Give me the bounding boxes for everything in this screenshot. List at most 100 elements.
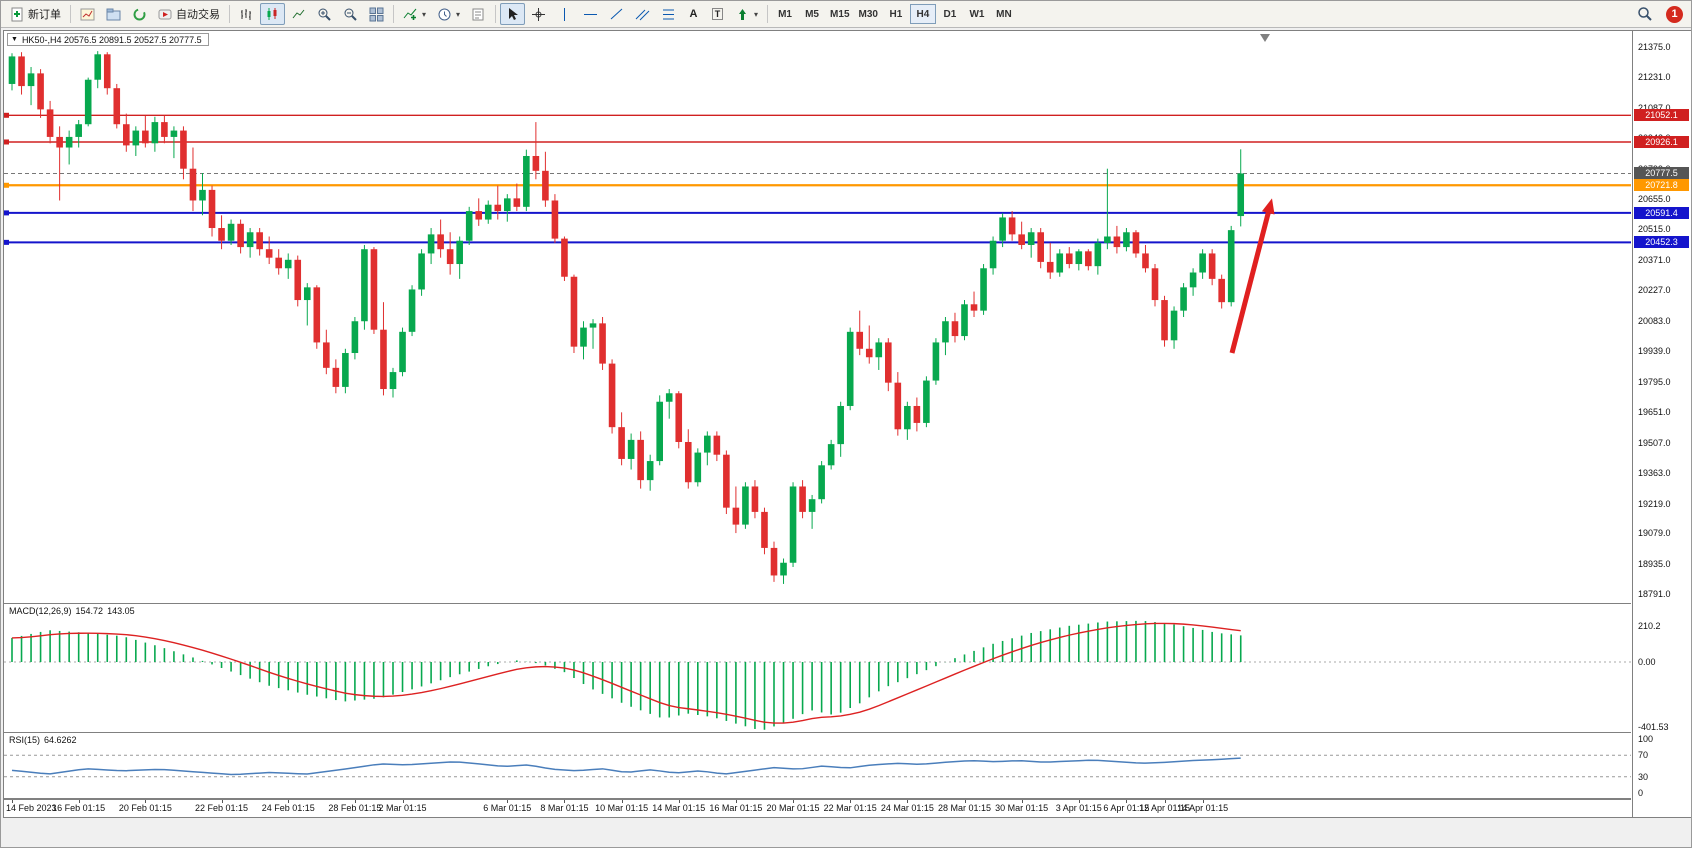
- community-button[interactable]: [127, 3, 152, 25]
- line-chart-button[interactable]: [286, 3, 311, 25]
- candle: [561, 238, 568, 277]
- candle: [875, 342, 883, 358]
- timeframe-H4[interactable]: H4: [909, 4, 936, 24]
- trend-arrow[interactable]: [1229, 212, 1271, 354]
- time-axis-label: 12 Apr 01:15: [1138, 803, 1191, 813]
- candle: [46, 109, 54, 137]
- crosshair-tool-button[interactable]: [526, 3, 551, 25]
- candle: [932, 342, 940, 381]
- level-anchor-icon: [4, 210, 9, 216]
- candle: [103, 54, 111, 89]
- price-axis-tick: 20083.0: [1638, 315, 1671, 326]
- candle: [237, 223, 244, 248]
- profiles-icon: [106, 7, 121, 22]
- level-anchor-icon: [4, 112, 9, 118]
- profiles-button[interactable]: [101, 3, 126, 25]
- search-button[interactable]: [1632, 3, 1658, 25]
- candle: [580, 327, 587, 347]
- candle: [151, 122, 159, 144]
- label-tool-button[interactable]: T: [706, 3, 729, 25]
- candle: [323, 342, 330, 368]
- candle: [551, 200, 559, 239]
- candle: [1142, 253, 1149, 269]
- new-order-button[interactable]: 新订单: [5, 3, 66, 25]
- chart-header[interactable]: ▼ HK50-,H4 20576.5 20891.5 20527.5 20777…: [7, 33, 209, 46]
- time-axis[interactable]: 14 Feb 2023 16 Feb 01:15 20 Feb 01:15 22 Fe…: [4, 799, 1631, 817]
- templates-button[interactable]: [466, 3, 491, 25]
- arrows-tool-button[interactable]: ▾: [730, 3, 763, 25]
- candle: [885, 342, 892, 383]
- candle: [827, 444, 835, 466]
- candle: [618, 427, 625, 459]
- candles-chart-button[interactable]: [260, 3, 285, 25]
- tile-windows-button[interactable]: [364, 3, 389, 25]
- candle: [970, 304, 978, 311]
- timeframe-M1[interactable]: M1: [772, 4, 798, 24]
- candle: [275, 257, 282, 269]
- price-axis-tick: 18935.0: [1638, 558, 1671, 569]
- candle: [65, 136, 73, 148]
- candle: [780, 562, 787, 576]
- zoom-out-button[interactable]: [338, 3, 363, 25]
- cursor-tool-button[interactable]: [500, 3, 526, 25]
- candle: [923, 380, 930, 423]
- timeframe-M30[interactable]: M30: [855, 4, 882, 24]
- timeframe-D1[interactable]: D1: [937, 4, 963, 24]
- new-chart-icon: [80, 7, 95, 22]
- candle: [437, 234, 444, 250]
- candle: [523, 155, 530, 207]
- time-axis-label: 16 Feb 01:15: [52, 803, 106, 813]
- notification-badge[interactable]: 1: [1666, 5, 1683, 23]
- candle: [846, 331, 854, 406]
- timeframe-M15[interactable]: M15: [826, 4, 853, 24]
- candle: [989, 240, 997, 269]
- chevron-down-icon: ▾: [456, 9, 461, 19]
- timeframe-M5[interactable]: M5: [799, 4, 825, 24]
- bars-chart-button[interactable]: [234, 3, 259, 25]
- candle: [742, 486, 749, 525]
- candle: [1046, 261, 1054, 273]
- rsi-axis-tick: 70: [1638, 750, 1649, 761]
- label-icon: T: [711, 8, 724, 20]
- trendline-tool-button[interactable]: [604, 3, 629, 25]
- candle: [8, 56, 16, 84]
- time-axis-tickmark: [1126, 800, 1128, 803]
- candle: [227, 223, 235, 241]
- channel-tool-button[interactable]: [630, 3, 655, 25]
- price-axis-tick: 19795.0: [1638, 376, 1671, 387]
- candle: [837, 405, 844, 445]
- fibonacci-tool-button[interactable]: [656, 3, 681, 25]
- zoom-in-button[interactable]: [312, 3, 337, 25]
- horizontal-line-tool-button[interactable]: [578, 3, 603, 25]
- timeframe-W1[interactable]: W1: [964, 4, 990, 24]
- text-tool-button[interactable]: A: [682, 3, 705, 25]
- panel-separator[interactable]: [4, 603, 1631, 604]
- candle: [361, 249, 368, 322]
- candle: [761, 511, 768, 548]
- time-axis-label: 22 Feb 01:15: [195, 803, 249, 813]
- candle: [675, 393, 683, 442]
- candle: [856, 331, 864, 349]
- candle: [303, 287, 311, 301]
- candle: [999, 217, 1006, 241]
- autotrade-button[interactable]: 自动交易: [153, 3, 225, 25]
- candle: [1208, 253, 1216, 279]
- vertical-line-tool-button[interactable]: [552, 3, 577, 25]
- panel-separator[interactable]: [4, 732, 1631, 733]
- indicators-button[interactable]: ▾: [398, 3, 431, 25]
- candle: [1056, 253, 1064, 273]
- new-chart-button[interactable]: [75, 3, 100, 25]
- price-axis[interactable]: 21375.021231.021087.020943.020799.020655…: [1632, 31, 1691, 817]
- periods-button[interactable]: ▾: [432, 3, 465, 25]
- timeframe-MN[interactable]: MN: [991, 4, 1017, 24]
- timeframe-H1[interactable]: H1: [883, 4, 909, 24]
- candle: [599, 323, 606, 364]
- price-axis-tick: 20655.0: [1638, 194, 1671, 205]
- panel-separator[interactable]: [4, 798, 1631, 799]
- candle: [37, 73, 44, 110]
- candle: [894, 382, 902, 430]
- time-axis-tickmark: [12, 800, 13, 803]
- time-axis-tickmark: [1202, 800, 1204, 803]
- time-axis-label: 14 Feb 2023: [6, 803, 57, 813]
